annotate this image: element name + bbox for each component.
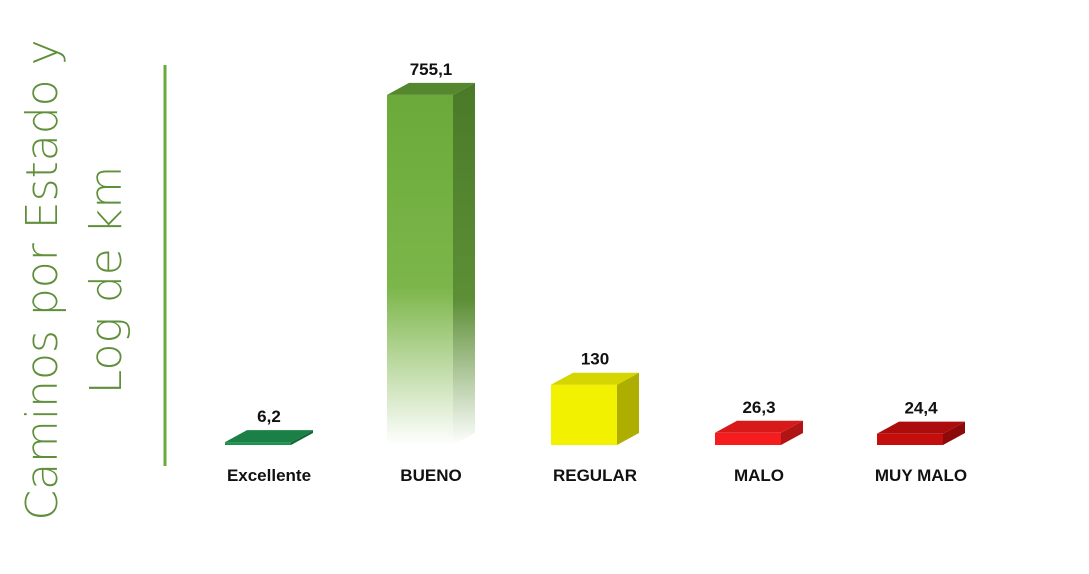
x-tick-label: Excellente (227, 466, 311, 485)
value-label: 6,2 (257, 407, 281, 426)
bar-top (551, 372, 639, 385)
bar-front (387, 94, 453, 445)
x-tick-label: MALO (734, 466, 784, 485)
bar-top (387, 82, 475, 95)
bar-front (877, 433, 943, 445)
value-label: 26,3 (742, 398, 775, 417)
bar-front (225, 442, 291, 445)
bar-front (715, 432, 781, 445)
bar-front (551, 384, 617, 445)
bar-top (225, 430, 313, 443)
value-label: 24,4 (904, 399, 938, 418)
bar-top (715, 420, 803, 433)
value-label: 755,1 (410, 60, 453, 79)
value-label: 130 (581, 350, 609, 369)
bar-side (453, 82, 475, 445)
x-tick-label: MUY MALO (875, 466, 967, 485)
x-tick-label: REGULAR (553, 466, 637, 485)
bar-side (291, 430, 313, 445)
x-tick-label: BUENO (400, 466, 461, 485)
bar-side (617, 372, 639, 445)
bar-side (781, 420, 803, 445)
chart-title: Caminos por Estado y Log de km (17, 39, 132, 521)
bar-top (877, 421, 965, 434)
bar-side (943, 421, 965, 445)
